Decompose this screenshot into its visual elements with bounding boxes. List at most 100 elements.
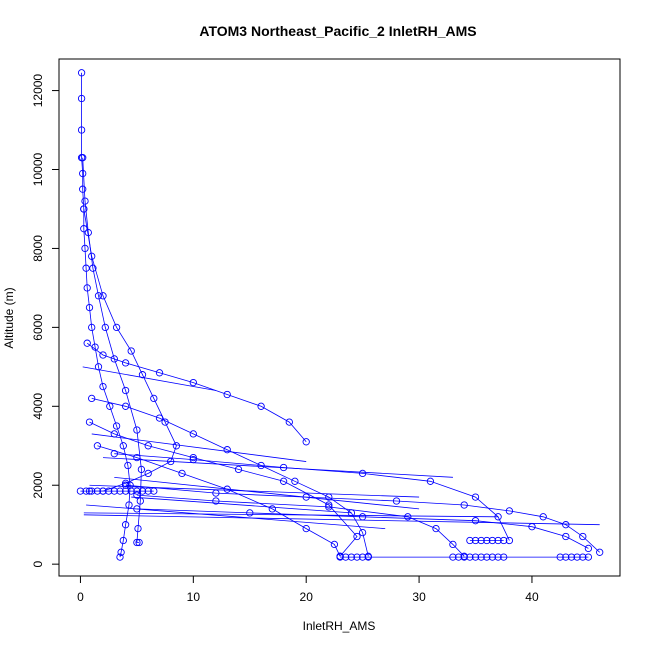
data-point — [257, 402, 265, 410]
data-point — [477, 553, 485, 561]
data-point — [127, 347, 135, 355]
data-point — [88, 252, 96, 260]
y-tick-label: 8000 — [31, 235, 45, 262]
data-point — [279, 477, 288, 485]
data-point — [353, 532, 361, 541]
data-point — [144, 442, 152, 450]
data-point — [93, 487, 102, 495]
y-tick-label: 6000 — [31, 314, 45, 341]
data-point — [93, 442, 102, 450]
data-point — [116, 553, 124, 561]
data-point — [155, 369, 164, 377]
data-point — [134, 524, 142, 533]
data-point — [178, 469, 186, 478]
data-point — [279, 463, 288, 472]
data-point — [285, 418, 293, 426]
connector-line — [82, 366, 216, 391]
data-point — [364, 553, 372, 561]
data-point — [91, 343, 99, 351]
x-tick-label: 0 — [77, 590, 84, 604]
data-point — [471, 536, 480, 545]
data-point — [85, 487, 94, 495]
x-tick-label: 20 — [300, 590, 314, 604]
data-point — [79, 154, 87, 162]
data-point — [325, 503, 333, 511]
data-point — [494, 536, 502, 545]
data-point — [136, 497, 144, 505]
data-point — [189, 453, 197, 462]
data-point — [161, 418, 169, 426]
data-point — [567, 553, 576, 561]
data-point — [223, 390, 231, 399]
data-point — [562, 553, 570, 561]
connector-line — [102, 457, 453, 478]
data-point — [138, 371, 147, 379]
data-point — [85, 418, 94, 426]
data-point — [117, 548, 125, 556]
data-point — [167, 457, 175, 466]
data-point — [121, 521, 130, 529]
data-point — [234, 465, 243, 474]
data-point — [404, 513, 412, 521]
data-point — [105, 487, 113, 495]
data-point — [596, 548, 604, 556]
connector-lines — [80, 72, 600, 558]
data-point — [466, 536, 474, 545]
data-point — [579, 532, 587, 541]
data-point — [88, 487, 96, 495]
series-line-9 — [136, 494, 465, 557]
data-point — [477, 536, 485, 545]
data-point — [460, 501, 468, 509]
y-axis-label: Altitude (m) — [2, 287, 16, 348]
data-point — [392, 497, 401, 505]
y-tick-label: 10000 — [31, 152, 45, 186]
connector-line — [89, 484, 420, 498]
data-point — [189, 430, 197, 438]
data-point — [110, 487, 118, 495]
data-point — [325, 501, 333, 509]
data-point — [483, 536, 491, 545]
data-point — [330, 540, 339, 549]
connector-line — [114, 476, 420, 510]
data-point — [121, 479, 130, 487]
data-point — [110, 450, 118, 458]
y-tick-label: 4000 — [31, 393, 45, 420]
data-point — [494, 513, 502, 521]
data-point — [342, 553, 350, 561]
data-point — [584, 553, 593, 561]
data-point — [449, 553, 457, 561]
data-point — [99, 382, 107, 391]
series-line-4 — [91, 398, 369, 557]
series-line-3 — [86, 342, 307, 443]
data-point — [432, 524, 440, 533]
data-point — [116, 487, 124, 495]
data-point — [358, 513, 367, 521]
data-point — [121, 402, 130, 410]
data-point — [353, 553, 361, 561]
data-point — [77, 94, 86, 103]
data-point — [336, 553, 344, 561]
data-point — [110, 430, 118, 438]
x-axis-label: InletRH_AMS — [303, 619, 376, 633]
data-point — [81, 197, 89, 205]
connector-line — [83, 514, 600, 526]
data-point — [155, 414, 164, 422]
y-tick-label: 2000 — [31, 472, 45, 499]
data-point — [121, 487, 130, 495]
data-point — [121, 481, 130, 489]
data-point — [426, 477, 435, 485]
data-point — [189, 378, 197, 387]
x-tick-label: 30 — [412, 590, 426, 604]
data-point — [505, 536, 514, 545]
data-point — [505, 507, 514, 515]
connector-line — [91, 433, 307, 462]
data-point — [94, 363, 103, 371]
data-point — [150, 487, 158, 495]
data-point — [302, 438, 310, 446]
data-point — [291, 477, 299, 485]
data-point — [83, 284, 91, 292]
data-point — [79, 169, 87, 178]
data-point — [358, 528, 367, 537]
data-point — [460, 553, 468, 561]
